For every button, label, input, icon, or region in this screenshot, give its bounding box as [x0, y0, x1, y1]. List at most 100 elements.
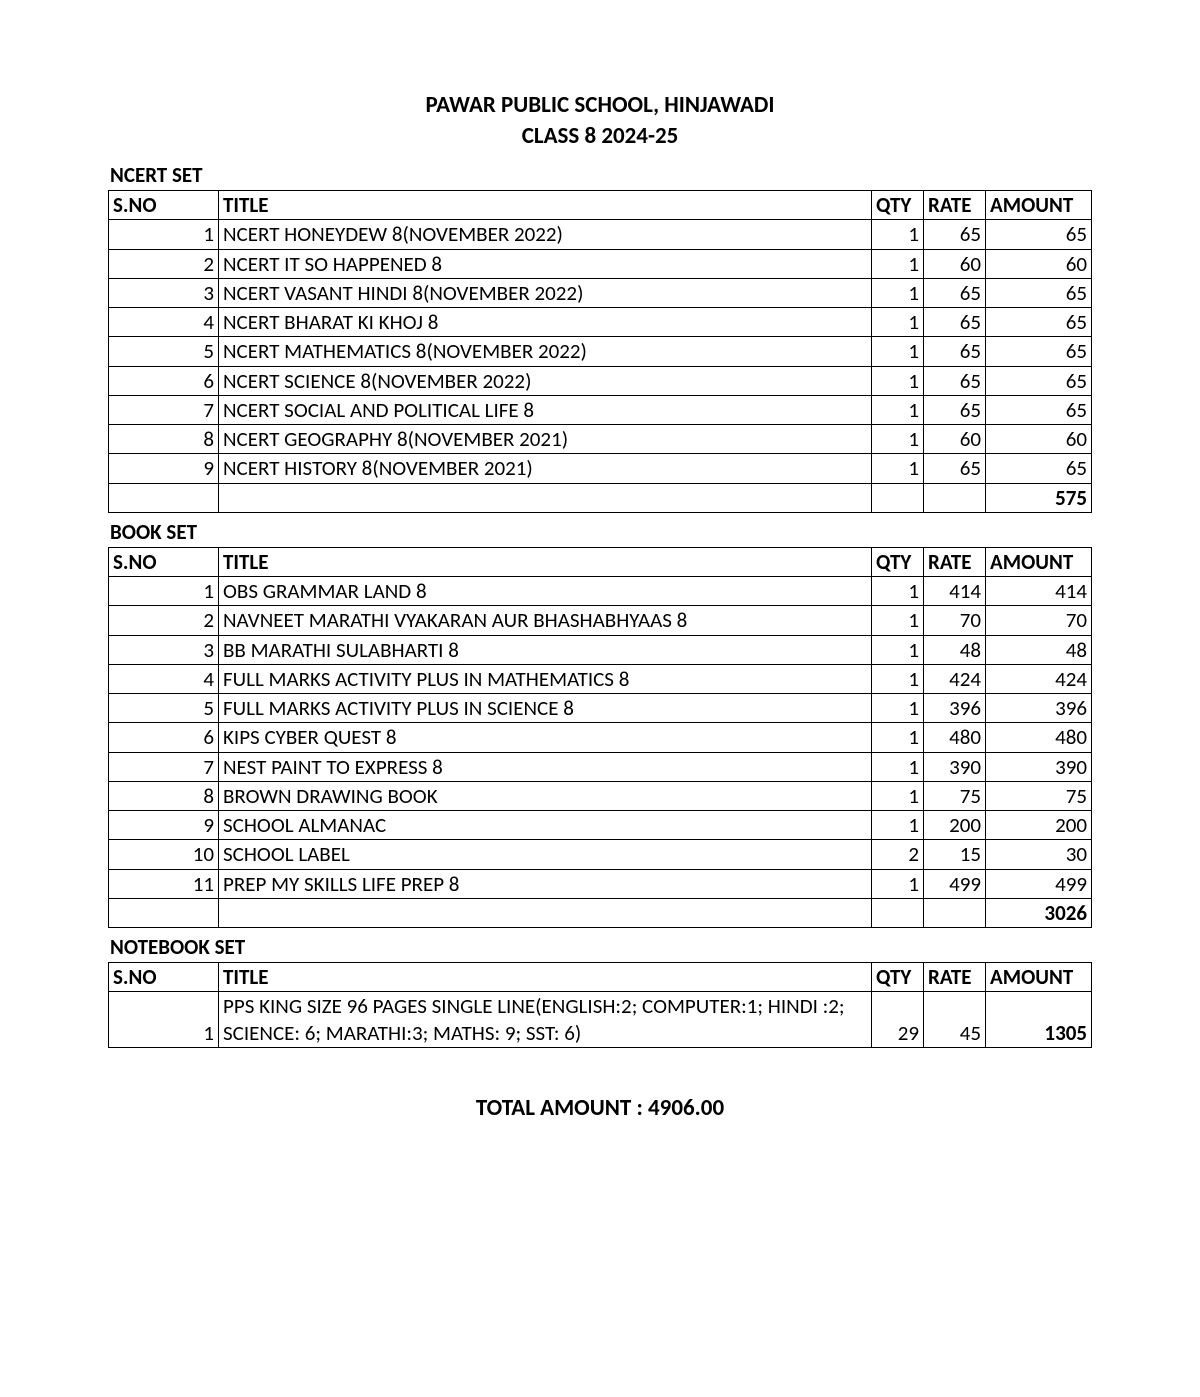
cell-amount: 65: [986, 220, 1092, 249]
cell-amount: 60: [986, 249, 1092, 278]
cell-amount: 48: [986, 635, 1092, 664]
cell-qty: 1: [872, 577, 924, 606]
table-row: 10SCHOOL LABEL21530: [109, 840, 1092, 869]
school-name: PAWAR PUBLIC SCHOOL, HINJAWADI: [108, 90, 1092, 121]
column-header-sno: S.NO: [109, 547, 219, 576]
cell-qty: 1: [872, 220, 924, 249]
cell-sno: 4: [109, 664, 219, 693]
cell-title: NCERT BHARAT KI KHOJ 8: [219, 308, 872, 337]
column-header-amount: AMOUNT: [986, 191, 1092, 220]
column-header-amount: AMOUNT: [986, 963, 1092, 992]
cell-rate: 414: [924, 577, 986, 606]
table-row: 7NEST PAINT TO EXPRESS 81390390: [109, 752, 1092, 781]
cell-qty: 1: [872, 249, 924, 278]
column-header-rate: RATE: [924, 547, 986, 576]
cell-title: NCERT SCIENCE 8(NOVEMBER 2022): [219, 366, 872, 395]
cell-rate: 48: [924, 635, 986, 664]
table-row: 5NCERT MATHEMATICS 8(NOVEMBER 2022)16565: [109, 337, 1092, 366]
cell-sno: 1: [109, 992, 219, 1048]
cell-rate: 70: [924, 606, 986, 635]
book-table: S.NOTITLEQTYRATEAMOUNT1NCERT HONEYDEW 8(…: [108, 190, 1092, 513]
cell-rate: 65: [924, 220, 986, 249]
cell-sno: 7: [109, 395, 219, 424]
column-header-amount: AMOUNT: [986, 547, 1092, 576]
cell-sno: 1: [109, 577, 219, 606]
table-row: 9NCERT HISTORY 8(NOVEMBER 2021)16565: [109, 454, 1092, 483]
cell-title: PPS KING SIZE 96 PAGES SINGLE LINE(ENGLI…: [219, 992, 872, 1048]
cell-sno: 10: [109, 840, 219, 869]
cell-rate: 396: [924, 694, 986, 723]
cell-rate: 75: [924, 781, 986, 810]
table-row: 4FULL MARKS ACTIVITY PLUS IN MATHEMATICS…: [109, 664, 1092, 693]
cell-amount: 65: [986, 278, 1092, 307]
cell-qty: 2: [872, 840, 924, 869]
cell-sno: 6: [109, 723, 219, 752]
cell-qty: 1: [872, 664, 924, 693]
cell-sno: 8: [109, 781, 219, 810]
cell-sno: 5: [109, 337, 219, 366]
cell-qty: 1: [872, 869, 924, 898]
cell-title: NCERT IT SO HAPPENED 8: [219, 249, 872, 278]
cell-title: NCERT VASANT HINDI 8(NOVEMBER 2022): [219, 278, 872, 307]
cell-sno: 3: [109, 278, 219, 307]
table-row: 6KIPS CYBER QUEST 81480480: [109, 723, 1092, 752]
table-row: 1OBS GRAMMAR LAND 81414414: [109, 577, 1092, 606]
cell-amount: 70: [986, 606, 1092, 635]
column-header-sno: S.NO: [109, 963, 219, 992]
table-row: 3BB MARATHI SULABHARTI 814848: [109, 635, 1092, 664]
section-label: NOTEBOOK SET: [108, 934, 1092, 960]
cell-title: PREP MY SKILLS LIFE PREP 8: [219, 869, 872, 898]
cell-amount: 65: [986, 454, 1092, 483]
table-row: 1PPS KING SIZE 96 PAGES SINGLE LINE(ENGL…: [109, 992, 1092, 1048]
column-header-sno: S.NO: [109, 191, 219, 220]
cell-amount: 65: [986, 366, 1092, 395]
cell-rate: 424: [924, 664, 986, 693]
cell-sno: 2: [109, 606, 219, 635]
table-row: 7NCERT SOCIAL AND POLITICAL LIFE 816565: [109, 395, 1092, 424]
cell-title: KIPS CYBER QUEST 8: [219, 723, 872, 752]
cell-qty: 29: [872, 992, 924, 1048]
cell-amount: 1305: [986, 992, 1092, 1048]
total-amount: TOTAL AMOUNT : 4906.00: [108, 1094, 1092, 1122]
cell-title: FULL MARKS ACTIVITY PLUS IN MATHEMATICS …: [219, 664, 872, 693]
cell-sno: 8: [109, 425, 219, 454]
cell-qty: 1: [872, 454, 924, 483]
cell-rate: 65: [924, 337, 986, 366]
cell-qty: 1: [872, 811, 924, 840]
cell-sno: 2: [109, 249, 219, 278]
section-label: NCERT SET: [108, 162, 1092, 188]
cell-rate: 65: [924, 366, 986, 395]
column-header-rate: RATE: [924, 963, 986, 992]
cell-amount: 65: [986, 395, 1092, 424]
table-row: 8BROWN DRAWING BOOK17575: [109, 781, 1092, 810]
subtotal-row: 3026: [109, 898, 1092, 927]
cell-amount: 65: [986, 337, 1092, 366]
column-header-qty: QTY: [872, 963, 924, 992]
cell-amount: 65: [986, 308, 1092, 337]
cell-amount: 480: [986, 723, 1092, 752]
cell-qty: 1: [872, 308, 924, 337]
cell-qty: 1: [872, 752, 924, 781]
cell-qty: 1: [872, 395, 924, 424]
table-row: 11PREP MY SKILLS LIFE PREP 81499499: [109, 869, 1092, 898]
column-header-title: TITLE: [219, 191, 872, 220]
cell-title: NCERT MATHEMATICS 8(NOVEMBER 2022): [219, 337, 872, 366]
cell-amount: 75: [986, 781, 1092, 810]
cell-qty: 1: [872, 606, 924, 635]
table-row: 2NAVNEET MARATHI VYAKARAN AUR BHASHABHYA…: [109, 606, 1092, 635]
table-row: 2NCERT IT SO HAPPENED 816060: [109, 249, 1092, 278]
cell-amount: 60: [986, 425, 1092, 454]
cell-rate: 480: [924, 723, 986, 752]
cell-qty: 1: [872, 723, 924, 752]
table-row: 8NCERT GEOGRAPHY 8(NOVEMBER 2021)16060: [109, 425, 1092, 454]
cell-title: BROWN DRAWING BOOK: [219, 781, 872, 810]
table-row: 5FULL MARKS ACTIVITY PLUS IN SCIENCE 813…: [109, 694, 1092, 723]
cell-rate: 390: [924, 752, 986, 781]
cell-rate: 60: [924, 249, 986, 278]
cell-rate: 60: [924, 425, 986, 454]
cell-title: NAVNEET MARATHI VYAKARAN AUR BHASHABHYAA…: [219, 606, 872, 635]
cell-subtotal: 575: [986, 483, 1092, 512]
cell-title: SCHOOL LABEL: [219, 840, 872, 869]
book-table: S.NOTITLEQTYRATEAMOUNT1OBS GRAMMAR LAND …: [108, 547, 1092, 928]
cell-rate: 200: [924, 811, 986, 840]
